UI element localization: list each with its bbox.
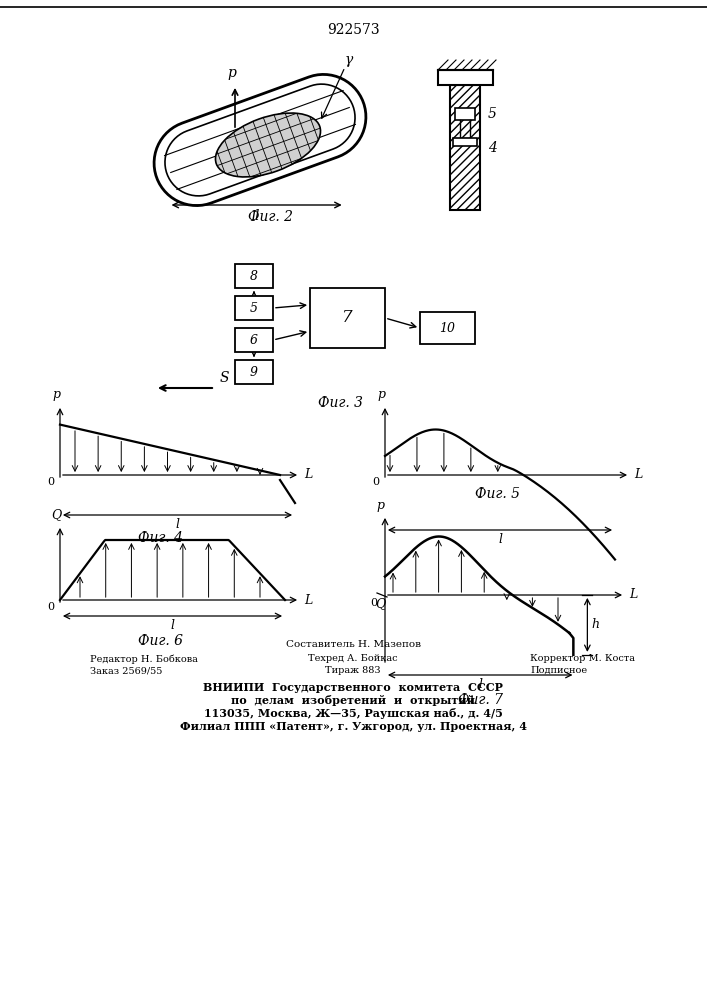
Text: 0: 0 — [370, 598, 377, 608]
Ellipse shape — [216, 113, 320, 177]
Text: S: S — [220, 371, 230, 385]
Bar — [235, 328, 273, 352]
Bar — [235, 264, 273, 288]
Bar — [453, 138, 477, 146]
Text: 10: 10 — [440, 322, 455, 334]
Text: 0: 0 — [372, 477, 379, 487]
Text: L: L — [629, 588, 637, 601]
Text: L: L — [304, 468, 312, 482]
Text: 7: 7 — [342, 310, 353, 326]
Text: p: p — [228, 66, 236, 80]
Text: l: l — [478, 678, 482, 691]
Text: Фиг. 6: Фиг. 6 — [137, 634, 182, 648]
Text: Q: Q — [375, 597, 385, 610]
Text: l: l — [498, 533, 502, 546]
Text: Техред А. Бойкас: Техред А. Бойкас — [308, 654, 398, 663]
Text: ВНИИПИ  Государственного  комитета  СССР: ВНИИПИ Государственного комитета СССР — [203, 682, 503, 693]
Text: Фиг. 2: Фиг. 2 — [247, 210, 293, 224]
Text: L: L — [634, 468, 642, 482]
Bar — [235, 296, 273, 320]
Text: 922573: 922573 — [327, 23, 380, 37]
Bar — [235, 360, 273, 384]
Polygon shape — [154, 74, 366, 206]
Text: Q: Q — [51, 508, 61, 521]
Bar — [310, 288, 385, 348]
Text: p: p — [377, 388, 385, 401]
Bar — [455, 108, 475, 120]
Bar — [450, 85, 480, 210]
Text: 5: 5 — [250, 302, 258, 314]
Text: Фиг. 5: Фиг. 5 — [475, 487, 520, 501]
Text: Заказ 2569/55: Заказ 2569/55 — [90, 666, 163, 675]
Text: 0: 0 — [47, 602, 54, 612]
Text: p: p — [52, 388, 60, 401]
Text: 8: 8 — [250, 269, 258, 282]
Text: Филиал ППП «Патент», г. Ужгород, ул. Проектная, 4: Филиал ППП «Патент», г. Ужгород, ул. Про… — [180, 721, 527, 732]
Text: Редактор Н. Бобкова: Редактор Н. Бобкова — [90, 654, 198, 664]
Text: по  делам  изобретений  и  открытий: по делам изобретений и открытий — [231, 695, 475, 706]
Text: γ: γ — [345, 53, 354, 67]
Text: 113035, Москва, Ж—35, Раушская наб., д. 4/5: 113035, Москва, Ж—35, Раушская наб., д. … — [204, 708, 503, 719]
Text: Корректор М. Коста: Корректор М. Коста — [530, 654, 635, 663]
Polygon shape — [165, 84, 355, 196]
Text: p: p — [376, 499, 384, 512]
Text: 6: 6 — [250, 334, 258, 347]
Text: h: h — [591, 618, 600, 631]
Text: L: L — [304, 593, 312, 606]
Text: Фиг. 7: Фиг. 7 — [459, 693, 503, 707]
Text: l: l — [175, 518, 180, 531]
Text: 9: 9 — [250, 365, 258, 378]
Text: Фиг. 4: Фиг. 4 — [137, 531, 182, 545]
Text: 5: 5 — [488, 107, 497, 121]
Text: Подписное: Подписное — [530, 666, 587, 675]
Text: l: l — [170, 619, 175, 632]
Text: 0: 0 — [47, 477, 54, 487]
Bar — [420, 312, 475, 344]
Bar — [438, 70, 493, 85]
Text: Фиг. 3: Фиг. 3 — [317, 396, 363, 410]
Text: 4: 4 — [488, 140, 497, 154]
Text: Тираж 883: Тираж 883 — [325, 666, 381, 675]
Text: Составитель Н. Мазепов: Составитель Н. Мазепов — [286, 640, 421, 649]
Text: l: l — [255, 209, 259, 223]
